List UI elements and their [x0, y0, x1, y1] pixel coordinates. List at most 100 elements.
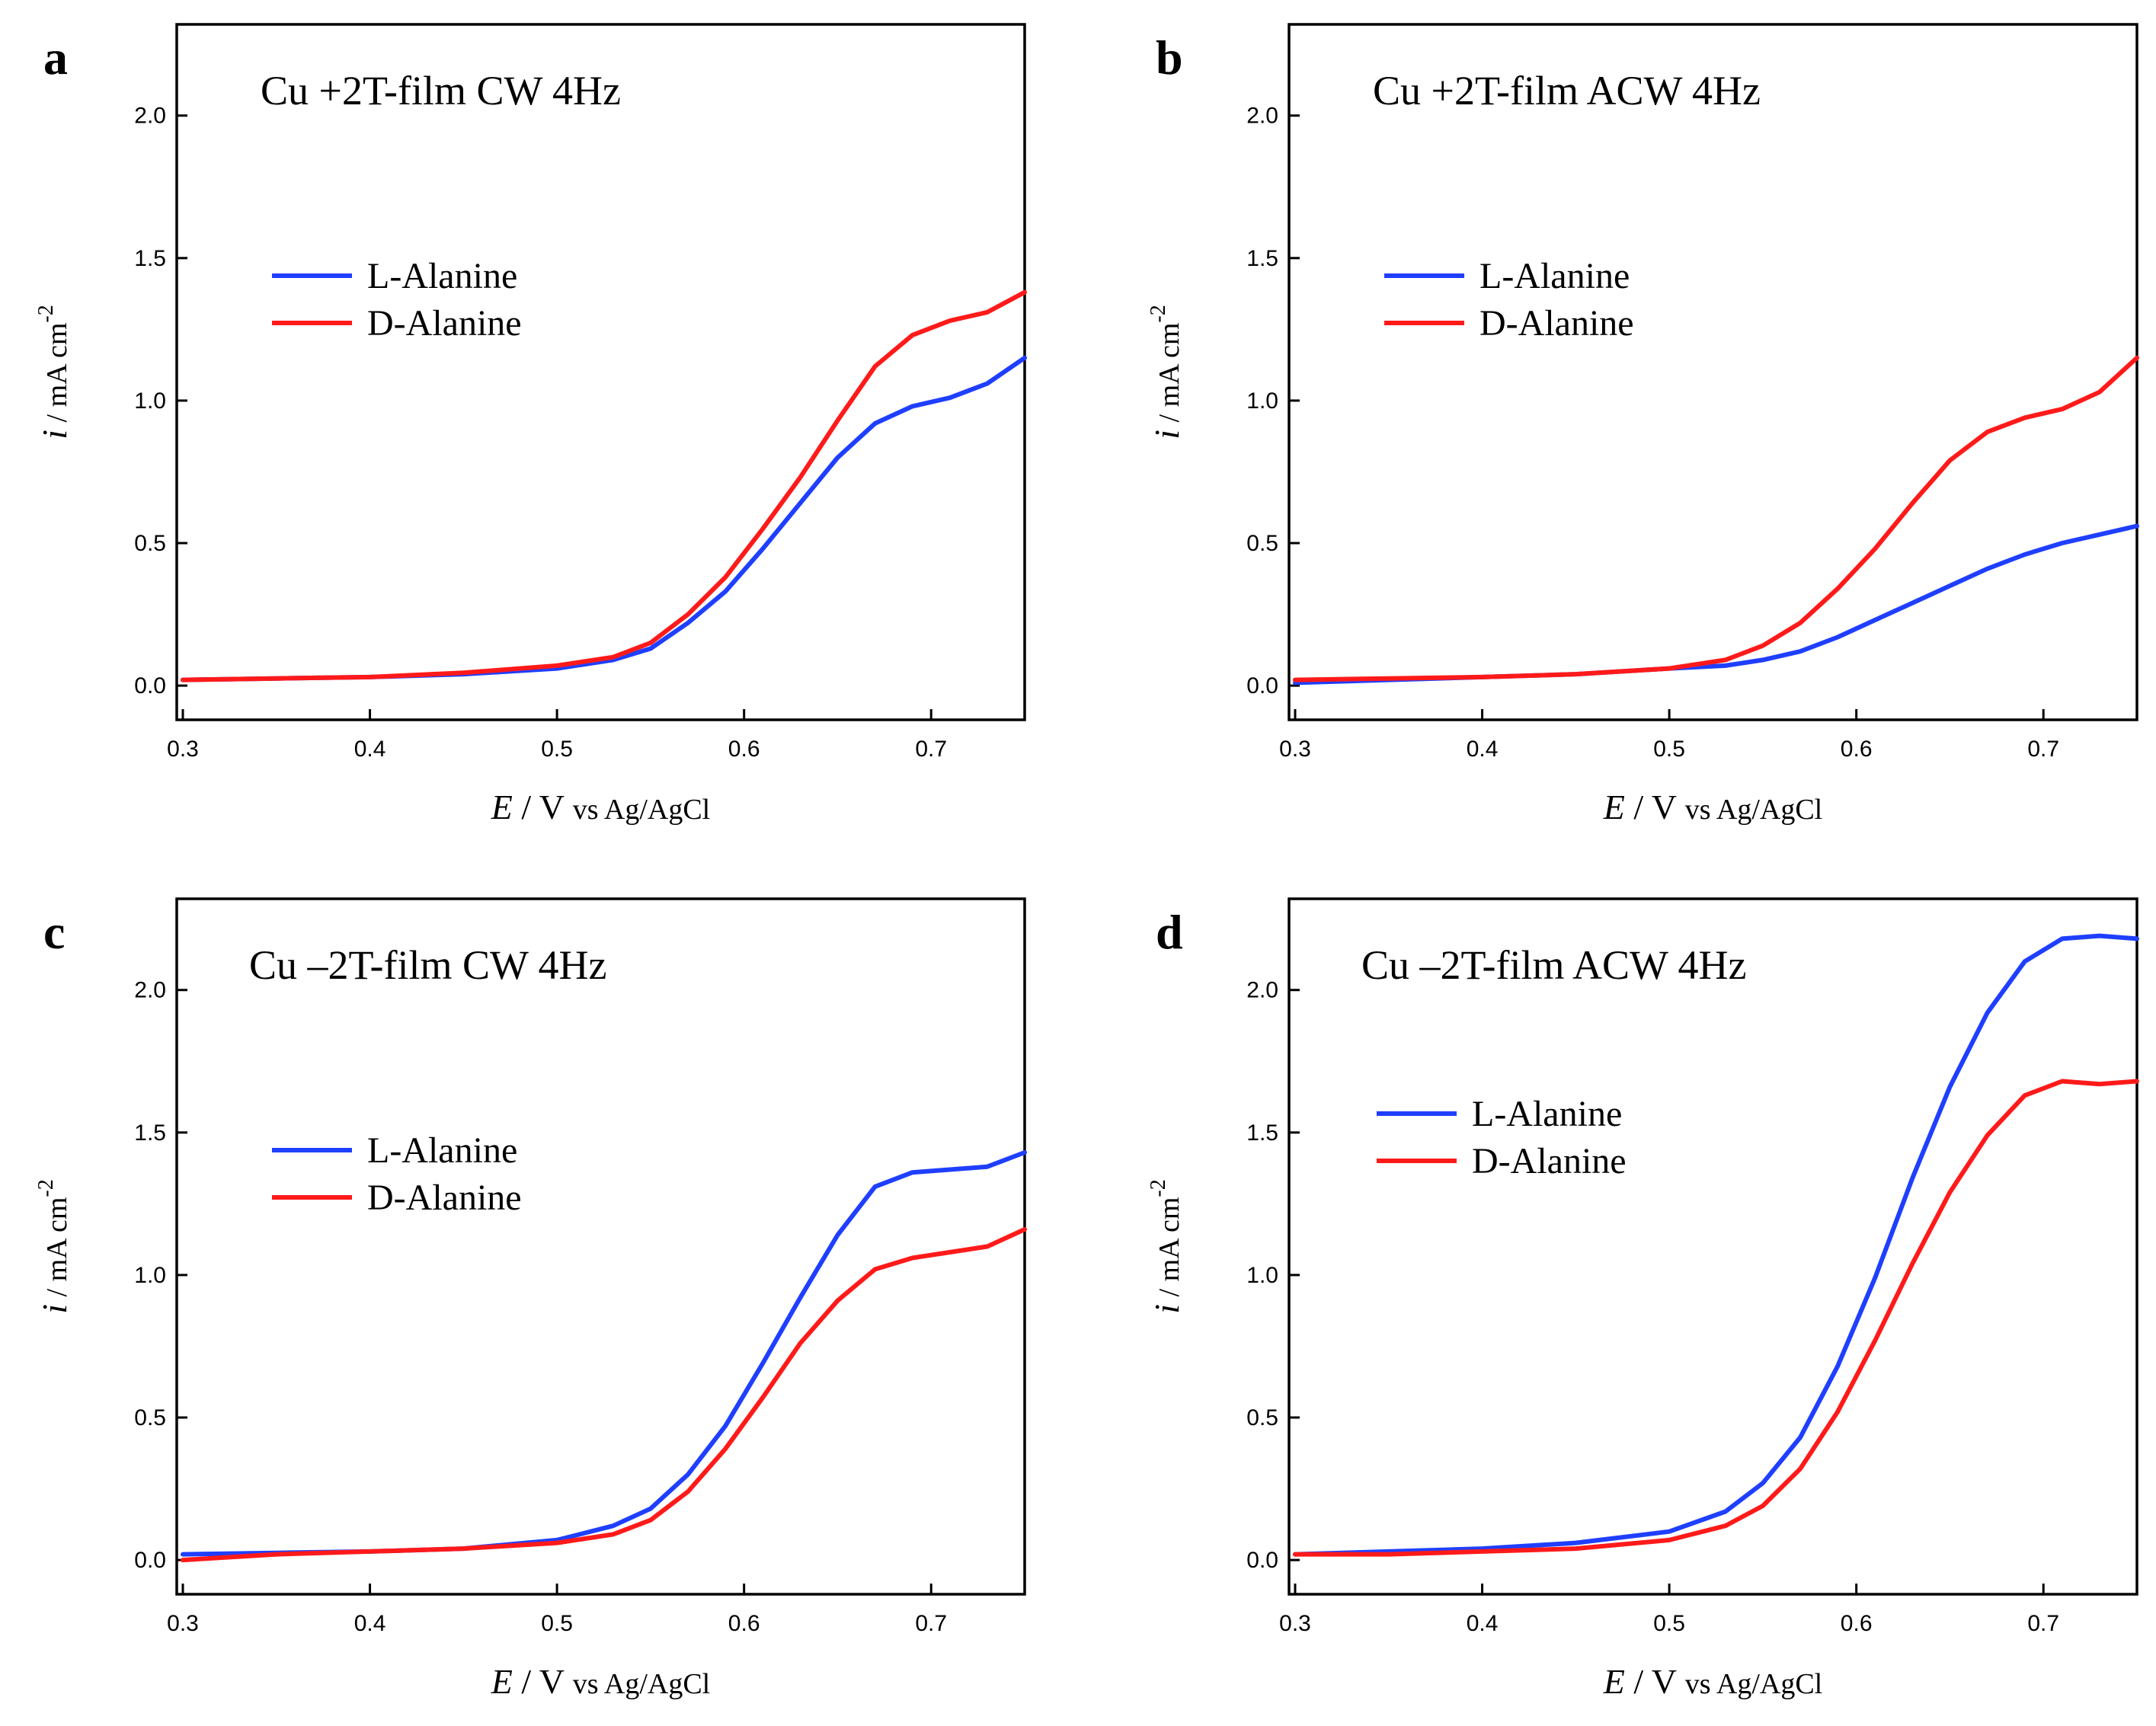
- y-tick-label: 0.0: [1246, 673, 1278, 698]
- x-tick-label: 0.7: [915, 737, 947, 762]
- x-tick-label: 0.4: [1467, 1611, 1499, 1636]
- y-axis-exponent: -2: [1147, 305, 1170, 322]
- panel-letter: a: [43, 30, 68, 85]
- chart-title: Cu –2T-film ACW 4Hz: [1361, 942, 1747, 988]
- y-axis-unit: / mA cm: [1153, 1197, 1185, 1304]
- x-tick-label: 0.6: [728, 737, 760, 762]
- plot-frame: [1288, 23, 2138, 721]
- x-tick-label: 0.5: [1653, 1611, 1685, 1636]
- x-axis-unit: / V: [513, 1662, 573, 1701]
- x-tick-label: 0.5: [541, 737, 573, 762]
- y-axis-exponent: -2: [1147, 1179, 1170, 1197]
- y-axis-label: i / mA cm-2: [34, 305, 74, 439]
- legend-label: L-Alanine: [367, 1130, 517, 1171]
- plot-frame: [175, 897, 1026, 1596]
- y-axis-label: i / mA cm-2: [1147, 305, 1186, 439]
- panel-letter: b: [1156, 30, 1183, 85]
- series-line-d-alanine: [181, 1227, 1027, 1563]
- plot-frame: [1288, 897, 2138, 1596]
- x-axis-unit: / V: [1625, 1662, 1685, 1701]
- y-tick-label: 1.0: [134, 1263, 166, 1288]
- x-tick-label: 0.4: [354, 1611, 386, 1636]
- series-line-d-alanine: [1293, 1079, 2139, 1557]
- y-tick-label: 0.5: [134, 531, 166, 556]
- y-tick-label: 0.5: [1246, 1405, 1278, 1430]
- legend-label: D-Alanine: [1472, 1141, 1627, 1181]
- y-tick-label: 0.0: [134, 1548, 166, 1573]
- y-axis-exponent: -2: [34, 1179, 58, 1197]
- x-tick-label: 0.4: [354, 737, 386, 762]
- x-axis-symbol: E: [1603, 788, 1625, 826]
- x-tick-label: 0.7: [2027, 737, 2059, 762]
- x-axis-label: E / V vs Ag/AgCl: [1603, 1662, 1823, 1701]
- chart-title: Cu +2T-film CW 4Hz: [261, 68, 621, 113]
- y-tick-label: 2.0: [1246, 104, 1278, 129]
- x-tick-label: 0.3: [167, 1611, 199, 1636]
- y-tick-label: 1.5: [134, 246, 166, 271]
- y-tick-label: 1.0: [1246, 388, 1278, 414]
- legend-label: D-Alanine: [1479, 303, 1634, 344]
- y-tick-label: 0.5: [134, 1405, 166, 1430]
- series-line-d-alanine: [1293, 355, 2139, 682]
- y-axis-label: i / mA cm-2: [1147, 1179, 1186, 1314]
- x-tick-label: 0.4: [1467, 737, 1499, 762]
- legend-label: L-Alanine: [367, 256, 517, 296]
- series-line-l-alanine: [181, 355, 1027, 682]
- x-axis-symbol: E: [491, 1662, 513, 1701]
- y-tick-label: 0.0: [134, 673, 166, 698]
- x-tick-label: 0.3: [1279, 1611, 1311, 1636]
- panel-letter: c: [43, 905, 65, 959]
- legend-label: L-Alanine: [1472, 1094, 1622, 1134]
- x-tick-label: 0.7: [915, 1611, 947, 1636]
- legend-label: D-Alanine: [367, 303, 522, 344]
- plot-frame: [175, 23, 1026, 721]
- x-tick-label: 0.3: [167, 737, 199, 762]
- y-tick-label: 2.0: [1246, 978, 1278, 1003]
- x-axis-reference: vs Ag/AgCl: [573, 1668, 711, 1700]
- x-axis-reference: vs Ag/AgCl: [1685, 794, 1823, 826]
- y-axis-symbol: i: [35, 1304, 74, 1314]
- y-axis-unit: / mA cm: [41, 1197, 73, 1304]
- x-axis-label: E / V vs Ag/AgCl: [1603, 788, 1823, 826]
- panel-letter: d: [1156, 905, 1183, 959]
- y-tick-label: 0.5: [1246, 531, 1278, 556]
- x-axis-reference: vs Ag/AgCl: [573, 794, 711, 826]
- y-tick-label: 0.0: [1246, 1548, 1278, 1573]
- x-tick-label: 0.6: [1841, 737, 1873, 762]
- y-axis-unit: / mA cm: [1153, 323, 1185, 430]
- series-line-d-alanine: [181, 289, 1027, 682]
- y-axis-symbol: i: [1147, 1304, 1186, 1314]
- x-tick-label: 0.6: [728, 1611, 760, 1636]
- y-tick-label: 2.0: [134, 978, 166, 1003]
- x-axis-symbol: E: [491, 788, 513, 826]
- y-axis-label: i / mA cm-2: [34, 1179, 74, 1314]
- chart-title: Cu +2T-film ACW 4Hz: [1373, 68, 1761, 113]
- chart-title: Cu –2T-film CW 4Hz: [249, 942, 607, 988]
- x-tick-label: 0.6: [1841, 1611, 1873, 1636]
- y-axis-symbol: i: [35, 430, 74, 439]
- panel-b: b 0.0 0.5 1.0 1.5 2.0 0.3 0.4 0.5 0.6 0.7 Cu +2T-fi…: [1147, 23, 2139, 826]
- x-axis-label: E / V vs Ag/AgCl: [491, 1662, 711, 1701]
- y-tick-label: 1.0: [134, 388, 166, 414]
- y-tick-label: 1.5: [1246, 246, 1278, 271]
- x-axis-reference: vs Ag/AgCl: [1685, 1668, 1823, 1700]
- series-line-l-alanine: [1293, 933, 2139, 1557]
- y-tick-label: 1.5: [1246, 1120, 1278, 1146]
- panel-a: a 0.0 0.5 1.0 1.5 2.0 0.3 0.4 0.5 0.6 0.7 Cu +2T-fi…: [34, 23, 1027, 826]
- y-axis-exponent: -2: [34, 305, 58, 322]
- legend-label: L-Alanine: [1479, 256, 1630, 296]
- x-axis-unit: / V: [1625, 788, 1685, 826]
- series-line-l-alanine: [181, 1150, 1027, 1557]
- x-tick-label: 0.7: [2027, 1611, 2059, 1636]
- x-tick-label: 0.5: [541, 1611, 573, 1636]
- y-tick-label: 1.5: [134, 1120, 166, 1146]
- y-tick-label: 2.0: [134, 104, 166, 129]
- y-tick-label: 1.0: [1246, 1263, 1278, 1288]
- panel-d: d 0.0 0.5 1.0 1.5 2.0 0.3 0.4 0.5 0.6 0.7 Cu –2T-fi…: [1147, 897, 2139, 1701]
- y-axis-symbol: i: [1147, 430, 1186, 439]
- x-axis-label: E / V vs Ag/AgCl: [491, 788, 711, 826]
- x-tick-label: 0.3: [1279, 737, 1311, 762]
- x-tick-label: 0.5: [1653, 737, 1685, 762]
- y-axis-unit: / mA cm: [41, 323, 73, 430]
